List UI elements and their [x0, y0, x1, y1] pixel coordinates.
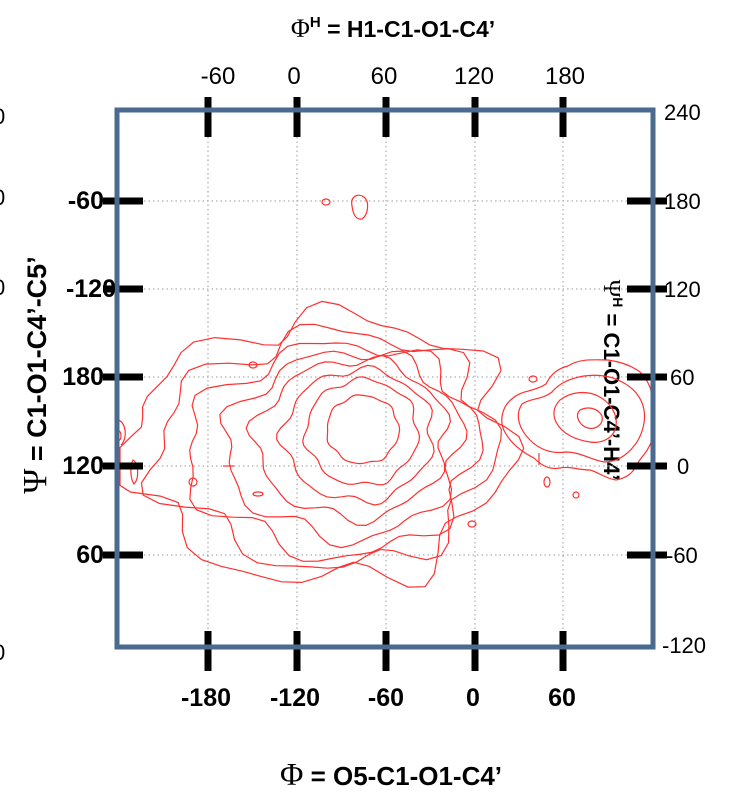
top-tick-label: 180 [545, 63, 585, 90]
bottom-axis-title: Φ = O5-C1-O1-C4’ [280, 756, 502, 792]
fragment-4 [188, 477, 198, 487]
right-tick-label: 120 [664, 277, 701, 302]
fragment-7 [528, 375, 538, 383]
top-tick-label: 60 [371, 63, 398, 90]
contour-lines [119, 300, 525, 588]
left-tick-label: -60 [68, 187, 104, 215]
right-tick-label: -120 [662, 633, 706, 658]
top-axis-sup: H [310, 14, 321, 31]
left-tick-label: 60 [76, 541, 104, 569]
bottom-axis-rest: = O5-C1-O1-C4’ [303, 761, 502, 791]
bottom-tick-label: -120 [270, 684, 320, 712]
top-tick-label: -60 [201, 63, 236, 90]
fragment-5 [252, 491, 264, 497]
top-axis-greek: Φ [291, 14, 310, 43]
contour-level-4 [219, 350, 468, 549]
right-contour-mid [517, 374, 646, 463]
fragment-1 [321, 198, 331, 206]
right-axis-title: ΨH = C1-O1-C4’-H4’ [598, 280, 626, 481]
clipped-label-4: 0 [0, 640, 5, 665]
fragment-10 [117, 419, 126, 446]
contour-level-5 [245, 354, 452, 527]
left-axis-rest: = C1-O1-C4’-C5’ [22, 256, 52, 468]
fragment-8 [572, 491, 580, 499]
top-axis-title: ΦH = H1-C1-O1-C4’ [291, 14, 495, 43]
left-axis-greek: Ψ [17, 469, 54, 494]
bottom-tick-labels: -180 -120 -60 0 60 [181, 684, 576, 712]
left-tick-label: 180 [62, 363, 104, 391]
top-tick-label: 120 [454, 63, 494, 90]
left-axis-title: Ψ = C1-O1-C4’-C5’ [17, 256, 54, 493]
left-tick-label: 120 [62, 452, 104, 480]
bottom-axis-greek: Φ [280, 756, 303, 792]
left-tick-label: -120 [66, 275, 116, 303]
right-axis-greek: Ψ [598, 280, 624, 298]
contour-level-8 [326, 394, 401, 465]
bottom-tick-label: 60 [548, 684, 576, 712]
right-tick-label: 180 [664, 189, 701, 214]
contour-level-1 [119, 300, 525, 588]
right-contour-core [576, 407, 603, 429]
plot-frame [114, 107, 656, 650]
contour-level-2 [140, 323, 503, 569]
right-axis-rest: = C1-O1-C4’-H4’ [599, 307, 624, 480]
bottom-tick-label: -180 [181, 684, 231, 712]
right-tick-label: 0 [677, 454, 689, 479]
top-tick-label: 0 [287, 63, 300, 90]
right-tick-label: 60 [670, 365, 694, 390]
fragment-2 [351, 194, 369, 220]
left-tick-labels: -60 -120 180 120 60 [62, 187, 116, 569]
contour-level-7 [302, 376, 421, 486]
contour-fragments [117, 194, 580, 528]
fragment-6 [467, 520, 477, 528]
bottom-tick-label: -60 [368, 684, 404, 712]
right-tick-label: 240 [664, 100, 701, 125]
fragment-9 [543, 476, 551, 488]
tick-marks [103, 97, 667, 671]
clipped-label-3: 0 [0, 275, 5, 300]
contour-level-6 [276, 364, 435, 506]
contour-level-3 [189, 342, 484, 562]
right-contour-inner [553, 391, 617, 443]
right-axis-sup: H [610, 297, 626, 307]
grid [117, 110, 653, 647]
top-axis-rest: = H1-C1-O1-C4’ [321, 16, 495, 42]
right-tick-labels: 240 180 120 60 0 -60 -120 [662, 100, 706, 658]
clipped-left-labels: 0 0 0 0 [0, 104, 5, 665]
fragment-3 [248, 361, 258, 369]
bottom-tick-label: 0 [466, 684, 480, 712]
right-tick-label: -60 [666, 543, 698, 568]
clipped-label-1: 0 [0, 104, 5, 129]
top-tick-labels: -60 0 60 120 180 [201, 63, 585, 90]
clipped-label-2: 0 [0, 185, 5, 210]
